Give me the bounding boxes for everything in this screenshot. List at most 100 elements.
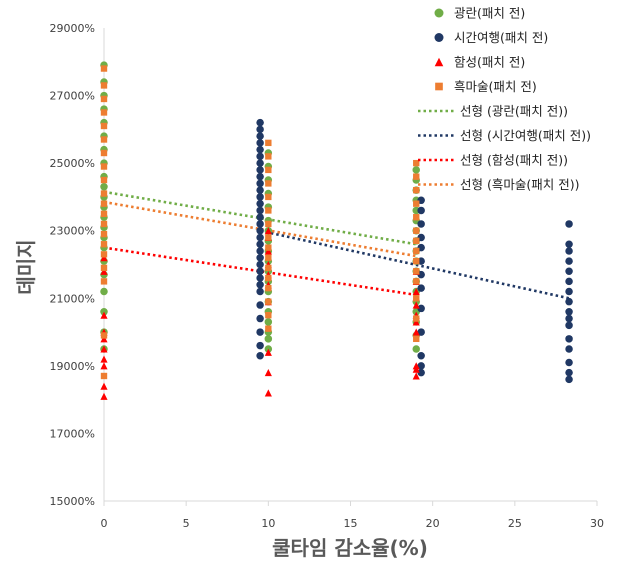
legend-label: 선형 (함성(패치 전))	[460, 153, 568, 168]
point-series-1	[256, 267, 264, 276]
legend-label: 흑마술(패치 전)	[454, 79, 537, 94]
point-series-2	[264, 348, 272, 356]
x-axis-title: 쿨타임 감소율(%)	[272, 536, 428, 560]
point-series-0	[100, 287, 108, 296]
point-series-1	[256, 328, 264, 336]
point-series-1	[256, 341, 264, 350]
point-series-2	[100, 355, 108, 363]
point-series-1	[417, 328, 425, 336]
point-series-1	[256, 159, 264, 167]
point-series-3	[265, 325, 272, 332]
point-series-2	[100, 392, 108, 400]
x-tick-label: 5	[183, 517, 190, 530]
point-series-1	[565, 287, 573, 296]
point-series-1	[417, 351, 425, 360]
point-series-3	[100, 241, 108, 248]
point-series-3	[100, 122, 108, 130]
point-series-3	[413, 173, 420, 180]
point-series-3	[100, 149, 108, 157]
point-series-3	[100, 230, 108, 238]
legend-label: 시간여행(패치 전)	[454, 30, 548, 45]
point-series-1	[256, 220, 264, 228]
x-tick-label: 25	[508, 517, 522, 530]
point-series-2	[100, 362, 108, 370]
point-series-1	[565, 335, 573, 343]
y-tick-label: 25000%	[50, 157, 95, 170]
point-series-1	[565, 297, 573, 306]
point-series-3	[100, 220, 108, 228]
point-series-1	[256, 301, 264, 309]
point-series-3	[413, 227, 420, 234]
point-series-3	[413, 257, 420, 265]
point-series-1	[417, 284, 425, 292]
axes: 15000% 17000% 19000% 21000% 23000% 25000% 2700…	[50, 22, 604, 530]
point-series-0	[264, 318, 273, 326]
point-series-3	[100, 210, 108, 218]
point-series-3	[100, 264, 108, 272]
point-series-1	[256, 193, 264, 201]
point-series-0	[412, 166, 420, 174]
point-series-1	[256, 139, 264, 147]
legend-label: 선형 (흑마술(패치 전))	[460, 177, 579, 192]
point-series-2	[412, 301, 420, 309]
legend-label: 선형 (광란(패치 전))	[460, 104, 568, 119]
point-series-1	[565, 321, 573, 330]
y-tick-label: 23000%	[50, 225, 95, 238]
legend-marker	[435, 82, 443, 91]
point-series-3	[100, 190, 108, 197]
point-series-1	[256, 152, 264, 161]
point-series-0	[100, 183, 108, 191]
point-series-1	[256, 166, 264, 174]
legend-marker	[434, 33, 444, 42]
point-series-1	[256, 179, 264, 188]
point-series-1	[565, 358, 573, 367]
point-series-1	[565, 240, 573, 248]
point-series-1	[256, 287, 264, 296]
point-series-3	[265, 153, 272, 160]
point-series-3	[100, 176, 108, 184]
point-series-3	[265, 264, 272, 272]
point-series-3	[265, 207, 272, 214]
point-series-3	[265, 139, 272, 147]
point-series-1	[256, 226, 264, 235]
x-tick-label: 0	[101, 517, 108, 530]
point-series-1	[256, 186, 264, 194]
point-series-1	[256, 247, 264, 255]
point-series-1	[565, 368, 573, 377]
x-tick-label: 20	[426, 517, 440, 530]
point-series-3	[265, 234, 272, 241]
point-series-1	[256, 281, 264, 289]
point-series-1	[565, 345, 573, 353]
point-series-2	[264, 389, 272, 397]
point-series-3	[265, 166, 272, 174]
x-tick-label: 30	[590, 517, 604, 530]
point-series-1	[565, 247, 573, 255]
y-tick-label: 17000%	[50, 427, 95, 440]
point-series-1	[256, 125, 264, 134]
point-series-1	[256, 206, 264, 215]
point-series-1	[256, 240, 264, 248]
legend-label: 광란(패치 전)	[454, 6, 525, 21]
point-series-1	[417, 368, 425, 377]
y-tick-label: 15000%	[50, 495, 95, 508]
y-tick-label: 29000%	[50, 22, 95, 35]
point-series-1	[256, 233, 264, 242]
legend-label: 함성(패치 전)	[454, 55, 525, 70]
point-series-1	[417, 220, 425, 228]
point-series-3	[265, 274, 272, 282]
point-series-1	[417, 206, 425, 215]
point-series-3	[265, 193, 272, 201]
point-series-2	[100, 335, 108, 343]
point-series-3	[100, 65, 108, 72]
point-series-2	[100, 267, 108, 275]
point-series-1	[565, 267, 573, 276]
point-series-3	[100, 109, 108, 116]
point-series-1	[256, 132, 264, 140]
point-series-3	[100, 136, 108, 143]
y-axis-title: 데미지	[14, 239, 38, 294]
point-series-2	[264, 247, 272, 255]
point-series-2	[412, 287, 420, 296]
point-series-3	[100, 163, 108, 170]
x-tick-label: 15	[344, 517, 358, 530]
